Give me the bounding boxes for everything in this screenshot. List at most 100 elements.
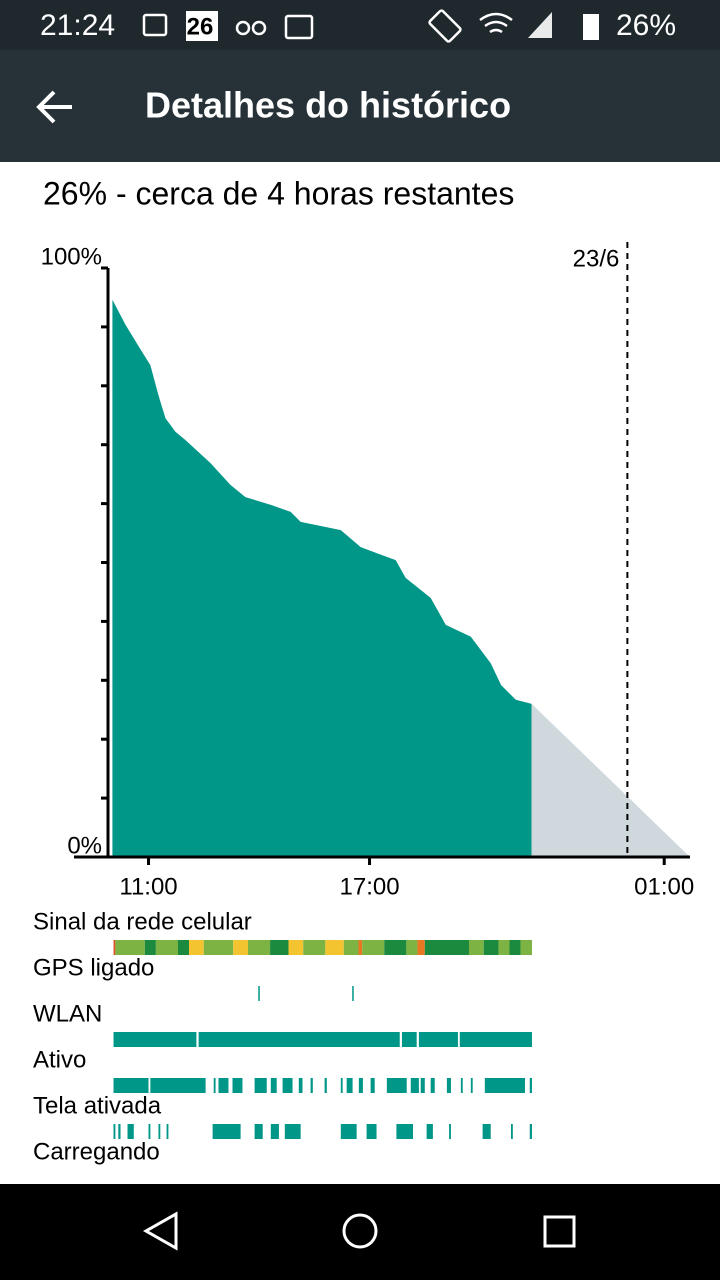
history-span [325, 940, 344, 955]
history-span [358, 1078, 363, 1093]
history-span [155, 940, 178, 955]
history-span [459, 1032, 532, 1047]
toolbar-title: Detalhes do histórico [145, 85, 511, 126]
history-span [324, 1078, 327, 1093]
history-span [113, 1078, 149, 1093]
status-bar [0, 0, 720, 50]
history-span [150, 1078, 206, 1093]
y-tick-label: 100% [41, 243, 102, 270]
history-span [288, 940, 304, 955]
history-span [352, 986, 354, 1001]
history-span [270, 1078, 277, 1093]
history-span [310, 1078, 313, 1093]
row-label: GPS ligado [33, 954, 154, 981]
history-span [509, 940, 521, 955]
history-span [410, 1078, 419, 1093]
history-span [254, 1078, 267, 1093]
summary: 26% - cerca de 4 horas restantes [43, 175, 514, 211]
calendar-day: 26 [187, 13, 214, 40]
history-span [233, 940, 248, 955]
history-span [218, 1078, 229, 1093]
history-span [396, 1124, 413, 1139]
row-label: Ativo [33, 1046, 86, 1073]
history-span [254, 1124, 263, 1139]
history-span [270, 1124, 279, 1139]
history-span [340, 1078, 343, 1093]
history-span [258, 986, 260, 1001]
history-span [362, 940, 385, 955]
x-tick-label: 11:00 [119, 873, 177, 900]
history-span [343, 940, 359, 955]
nav-back[interactable] [142, 1211, 178, 1251]
history-span [370, 1078, 375, 1093]
history-span [270, 940, 289, 955]
history-span [212, 1124, 241, 1139]
row-label: Carregando [33, 1138, 160, 1165]
nav-home[interactable] [342, 1213, 378, 1249]
history-span [298, 1078, 303, 1093]
nav-bar [0, 1184, 720, 1280]
history-span [386, 1078, 407, 1093]
row-label: Sinal da rede celular [33, 908, 252, 935]
toolbar [0, 50, 720, 162]
history-span [460, 1078, 463, 1093]
history-span [303, 940, 326, 955]
history-span [189, 940, 204, 955]
history-span [148, 1124, 151, 1139]
row-label: WLAN [33, 1000, 102, 1027]
row-label: Tela ativada [33, 1092, 162, 1119]
battery-area [112, 299, 532, 857]
status-time: 21:24 [40, 9, 115, 42]
history-span [198, 1032, 400, 1047]
history-span [420, 1078, 425, 1093]
history-span [406, 940, 418, 955]
history-span [113, 1032, 197, 1047]
projection-area [531, 703, 690, 857]
history-span [127, 1124, 134, 1139]
history-span [203, 940, 234, 955]
history-span [430, 1078, 435, 1093]
status-icons [142, 9, 599, 43]
history-span [115, 940, 145, 955]
back-button[interactable] [36, 90, 72, 124]
x-tick-label: 17:00 [340, 873, 400, 900]
y-tick-label: 0% [67, 832, 102, 859]
history-span [144, 940, 156, 955]
history-span [446, 1078, 451, 1093]
history-span [340, 1124, 357, 1139]
history-span [498, 940, 510, 955]
history-span [418, 1032, 458, 1047]
history-span [166, 1124, 169, 1139]
history-span [284, 1124, 301, 1139]
history-span [482, 1124, 491, 1139]
history-span [384, 940, 407, 955]
history-span [282, 1078, 293, 1093]
history-span [529, 1078, 532, 1093]
history-span [426, 1124, 433, 1139]
status-battery: 26% [616, 9, 676, 42]
history-span [113, 940, 116, 955]
history-span [529, 1124, 532, 1139]
history-span [247, 940, 271, 955]
history-span [424, 940, 469, 955]
date-marker-label: 23/6 [573, 245, 620, 272]
history-span [470, 1078, 473, 1093]
history-span [520, 940, 532, 955]
history-span [468, 940, 484, 955]
history-span [483, 940, 499, 955]
history-span [232, 1078, 243, 1093]
nav-recents[interactable] [543, 1215, 576, 1248]
history-span [213, 1078, 216, 1093]
history-span [510, 1124, 513, 1139]
history-span [177, 940, 190, 955]
history-span [346, 1078, 353, 1093]
history-span [366, 1124, 377, 1139]
history-span [358, 940, 363, 955]
history-span [401, 1032, 417, 1047]
history-span [449, 1124, 451, 1139]
history-span [417, 940, 425, 955]
history-span [113, 1124, 116, 1139]
history-span [118, 1124, 121, 1139]
